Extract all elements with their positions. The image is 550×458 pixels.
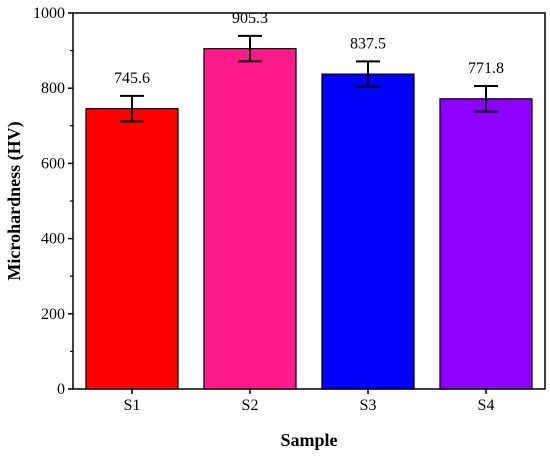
x-tick-label-s3: S3 — [360, 397, 377, 414]
error-bars-group — [120, 34, 498, 123]
y-tick-label-0: 0 — [57, 381, 65, 398]
y-tick-label-400: 400 — [41, 231, 65, 248]
x-tick-label-s2: S2 — [242, 397, 259, 414]
value-label-s3: 837.5 — [350, 35, 386, 52]
y-tick-label-800: 800 — [41, 80, 65, 97]
x-axis-title: Sample — [280, 430, 337, 450]
x-axis: S1 S2 S3 S4 — [124, 389, 495, 414]
x-tick-label-s1: S1 — [124, 397, 141, 414]
value-label-s2: 905.3 — [232, 10, 268, 27]
value-label-s4: 771.8 — [468, 60, 504, 77]
y-tick-label-600: 600 — [41, 155, 65, 172]
y-axis-title: Microhardness (HV) — [4, 121, 25, 280]
y-tick-label-200: 200 — [41, 306, 65, 323]
value-labels-group: 745.6 905.3 837.5 771.8 — [114, 10, 504, 87]
value-label-s1: 745.6 — [114, 70, 150, 87]
y-axis: 0 200 400 600 800 1000 — [33, 5, 73, 398]
bars-group — [85, 48, 533, 390]
y-tick-label-1000: 1000 — [33, 5, 65, 22]
bar-s3 — [321, 73, 415, 390]
x-tick-label-s4: S4 — [478, 397, 495, 414]
bar-s2 — [203, 48, 297, 390]
bar-s1 — [85, 108, 179, 390]
bar-s4 — [439, 98, 533, 390]
